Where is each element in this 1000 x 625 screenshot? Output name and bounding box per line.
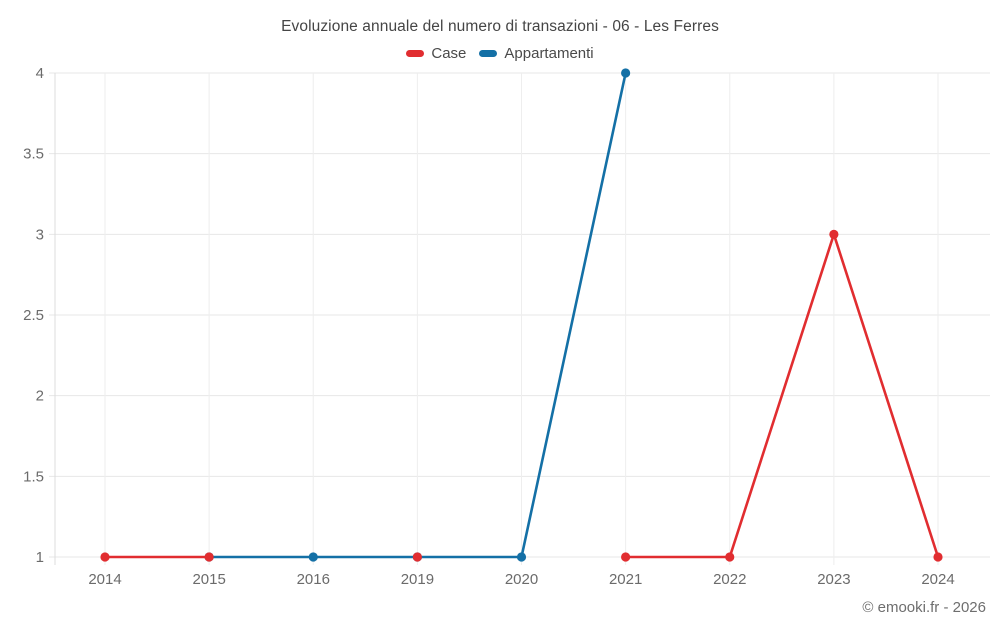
y-tick-label: 3.5 [23, 146, 44, 163]
y-axis: 1 1.5 2 2.5 3 3.5 4 [23, 65, 990, 566]
legend-item-case[interactable]: Case [406, 45, 466, 62]
x-tick-label: 2016 [297, 571, 330, 588]
x-tick-label: 2022 [713, 571, 746, 588]
legend-label-appartamenti: Appartamenti [504, 45, 594, 62]
data-point-appartamenti-2021 [621, 68, 631, 78]
data-point-appartamenti-2016 [308, 552, 318, 562]
x-tick-label: 2014 [88, 571, 121, 588]
data-point-case-2014 [100, 552, 110, 562]
x-tick-label: 2019 [401, 571, 434, 588]
y-tick-label: 4 [36, 65, 44, 82]
data-point-case-2023 [829, 229, 839, 239]
data-point-appartamenti-2020 [516, 552, 527, 562]
y-tick-label: 1.5 [23, 468, 44, 485]
data-point-case-2024 [933, 552, 943, 562]
y-tick-label: 2 [36, 388, 44, 405]
legend-item-appartamenti[interactable]: Appartamenti [479, 45, 594, 62]
y-tick-label: 2.5 [23, 307, 44, 324]
watermark: © emooki.fr - 2026 [862, 599, 986, 616]
chart-title: Evoluzione annuale del numero di transaz… [281, 18, 719, 35]
data-point-case-2021 [621, 552, 631, 562]
series-case [100, 229, 943, 562]
x-tick-label: 2024 [921, 571, 954, 588]
appartamenti-legend-swatch-icon [479, 50, 498, 57]
x-tick-label: 2020 [505, 571, 538, 588]
y-tick-label: 1 [36, 549, 44, 566]
x-tick-label: 2021 [609, 571, 642, 588]
x-tick-label: 2023 [817, 571, 850, 588]
x-tick-label: 2015 [192, 571, 225, 588]
data-point-case-2022 [725, 552, 735, 562]
x-axis: 2014 2015 2016 2019 2020 2021 2022 2023 2024 [88, 73, 955, 588]
legend-label-case: Case [431, 45, 467, 62]
chart-legend: Case Appartamenti [0, 45, 1000, 62]
data-point-case-2015 [204, 552, 214, 562]
data-point-case-2019 [412, 552, 422, 562]
y-tick-label: 3 [36, 226, 44, 243]
case-legend-swatch-icon [406, 50, 425, 57]
